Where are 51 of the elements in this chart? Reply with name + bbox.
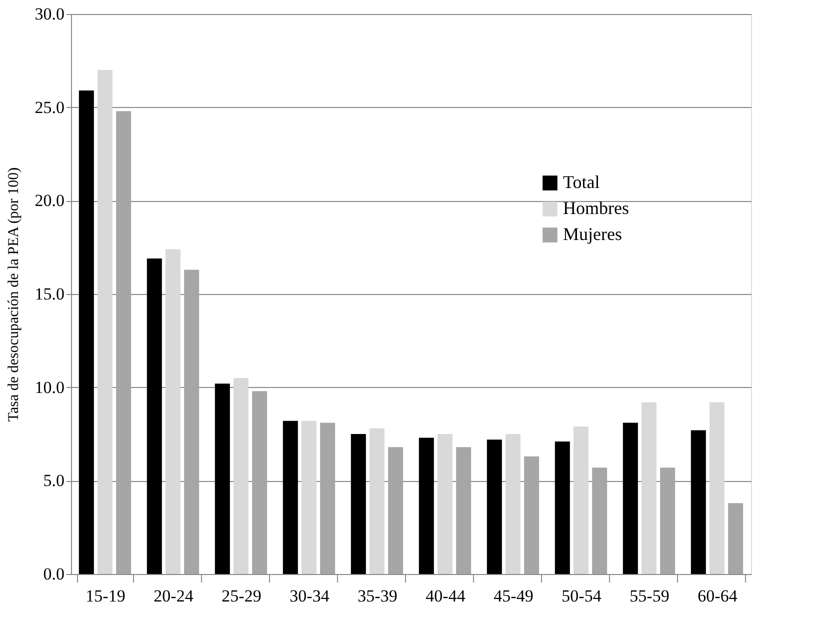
y-tick-label: 15.0 [34,284,64,304]
x-tick-label: 35-39 [358,586,398,606]
bar [622,422,638,574]
bar [350,434,366,574]
x-tick-label: 20-24 [154,586,194,606]
x-tick-label: 30-34 [290,586,330,606]
bar [418,438,434,574]
y-axis-title: Tasa de desocupación de la PEA (por 100) [6,167,22,422]
bar [506,434,520,574]
bar [98,70,112,574]
bar [234,378,248,574]
legend-label: Total [563,172,600,192]
x-tick-label: 50-54 [562,586,602,606]
bar [660,468,676,574]
bar [214,384,230,574]
bar [388,447,404,574]
x-tick-label: 55-59 [630,586,670,606]
legend-label: Hombres [563,198,629,218]
y-tick-label: 25.0 [34,98,64,117]
x-tick-label: 45-49 [494,586,534,606]
bar [116,111,132,574]
bar [728,503,744,574]
bar [166,249,180,574]
bar [710,402,724,574]
y-tick-label: 10.0 [34,378,64,397]
bar [78,90,94,574]
bar [456,447,472,574]
bar [302,420,316,574]
x-tick-label: 25-29 [222,586,262,606]
bar [524,456,540,574]
bar [184,270,200,574]
bar [574,426,588,574]
x-tick-label: 60-64 [698,586,738,606]
legend-label: Mujeres [563,224,622,244]
bar [370,428,384,574]
bar [146,258,162,574]
y-tick-label: 0.0 [43,564,64,584]
y-tick-label: 20.0 [34,191,64,210]
bar [690,430,706,574]
bar [592,468,608,574]
bar [554,441,570,574]
bar [486,440,502,574]
bar [252,391,268,574]
bar [642,402,656,574]
bar [320,422,336,574]
bar [438,434,452,574]
x-tick-label: 15-19 [86,586,126,606]
y-tick-label: 5.0 [43,471,64,490]
bar [282,420,298,574]
y-tick-label: 30.0 [34,4,64,24]
x-tick-label: 40-44 [426,586,466,606]
